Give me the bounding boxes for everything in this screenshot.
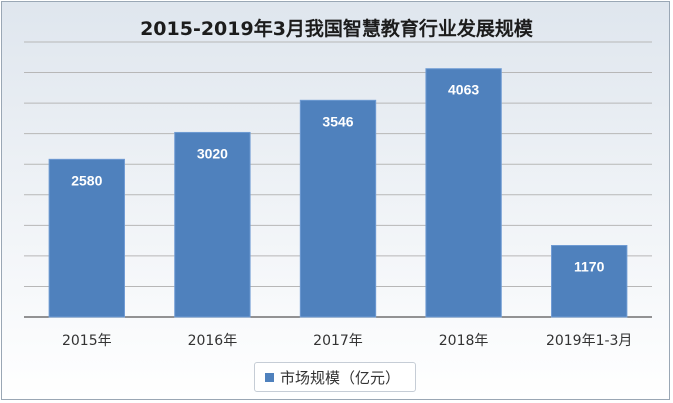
x-tick-label: 2018年 bbox=[439, 333, 489, 349]
bar bbox=[48, 158, 125, 318]
chart-title: 2015-2019年3月我国智慧教育行业发展规模 bbox=[140, 18, 533, 40]
legend-swatch bbox=[265, 372, 274, 382]
x-tick-label: 2016年 bbox=[188, 333, 238, 349]
data-label: 4063 bbox=[448, 82, 479, 98]
legend-label: 市场规模（亿元） bbox=[280, 368, 401, 387]
data-label: 2580 bbox=[71, 172, 102, 188]
x-tick-label: 2015年 bbox=[62, 333, 112, 349]
bar bbox=[299, 99, 377, 318]
x-tick-label: 2017年 bbox=[313, 333, 363, 349]
x-tick-label: 2019年1-3月 bbox=[546, 333, 633, 349]
data-label: 3020 bbox=[197, 145, 228, 161]
data-label: 3546 bbox=[322, 113, 353, 129]
bar bbox=[551, 245, 628, 318]
bar bbox=[425, 68, 502, 318]
data-label: 1170 bbox=[574, 259, 605, 275]
bar bbox=[174, 131, 251, 318]
legend: 市场规模（亿元） bbox=[254, 362, 416, 392]
